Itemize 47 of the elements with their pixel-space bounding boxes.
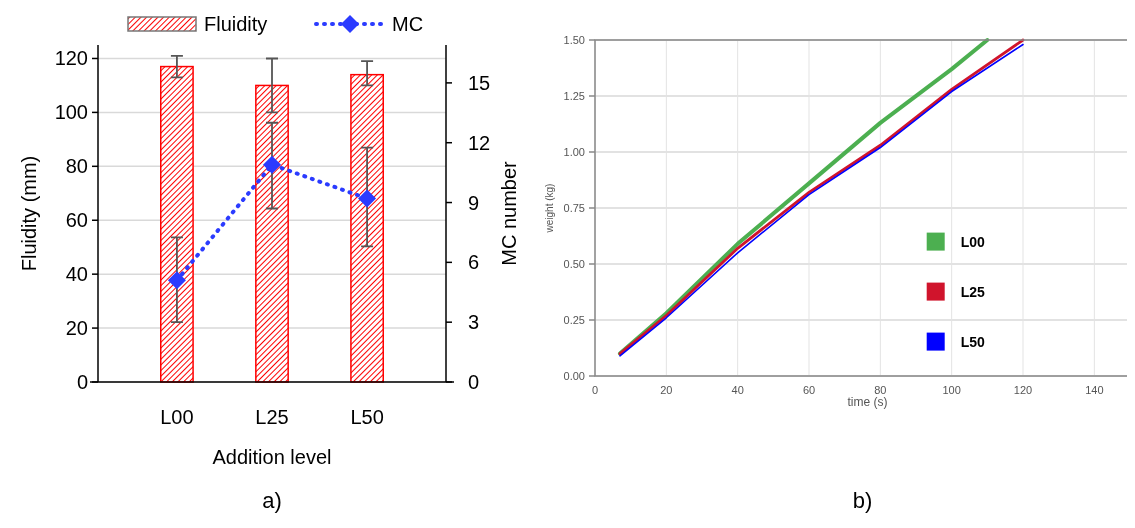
x-tick-label: 20 — [660, 384, 673, 396]
y-tick-label: 120 — [54, 47, 88, 70]
bar — [255, 84, 289, 383]
x-tick-label: 100 — [942, 384, 961, 396]
legend-label: L00 — [960, 233, 986, 250]
text: a) — [262, 488, 282, 513]
legend-label: L50 — [960, 333, 986, 350]
y-tick-label: 1.25 — [563, 89, 585, 102]
y-axis-title: Fluidity (mm) — [18, 155, 40, 272]
x-tick-label: L50 — [350, 406, 384, 428]
y-tick-label: 80 — [65, 155, 88, 178]
y2-tick-label: 15 — [468, 71, 491, 94]
legend-label: L25 — [960, 283, 986, 300]
point — [167, 271, 186, 290]
x-tick-label: 80 — [874, 384, 887, 396]
x-tick-label: 60 — [802, 384, 816, 396]
point — [358, 189, 377, 208]
y2-tick-label: 9 — [468, 191, 480, 214]
y-tick-label: 1.00 — [563, 145, 585, 158]
y-tick-label: 20 — [65, 317, 88, 340]
y-tick-label: 100 — [54, 101, 88, 124]
x-tick-label: 120 — [1013, 384, 1033, 396]
x-tick-label: 0 — [591, 384, 599, 396]
y-tick-label: 0.00 — [563, 369, 585, 382]
x-axis-title: time (s) — [847, 395, 888, 409]
x-tick-label: 40 — [731, 384, 744, 396]
legend-label: MC — [392, 13, 424, 35]
bar — [160, 65, 194, 383]
y-tick-label: 0.50 — [563, 257, 585, 270]
y2-tick-label: 12 — [468, 131, 491, 154]
y-tick-label: 40 — [65, 263, 88, 286]
x-axis-title: Addition level — [212, 446, 332, 468]
y-axis-title: weight (kg) — [544, 183, 555, 234]
y-tick-label: 1.50 — [563, 33, 585, 46]
y2-axis-title: MC number — [498, 160, 520, 266]
x-tick-label: 140 — [1085, 384, 1104, 396]
x-tick-label: L00 — [160, 406, 194, 428]
x-tick-label: L25 — [255, 406, 289, 428]
point — [263, 155, 281, 174]
legend-label: Fluidity — [204, 13, 268, 35]
y2-tick-label: 3 — [468, 311, 480, 334]
y-tick-label: 0.75 — [563, 201, 585, 214]
y-tick-label: 60 — [65, 209, 88, 232]
text: b) — [852, 488, 873, 513]
bar — [350, 73, 384, 383]
y-tick-label: 0.25 — [563, 313, 585, 326]
y2-tick-label: 6 — [468, 251, 480, 274]
